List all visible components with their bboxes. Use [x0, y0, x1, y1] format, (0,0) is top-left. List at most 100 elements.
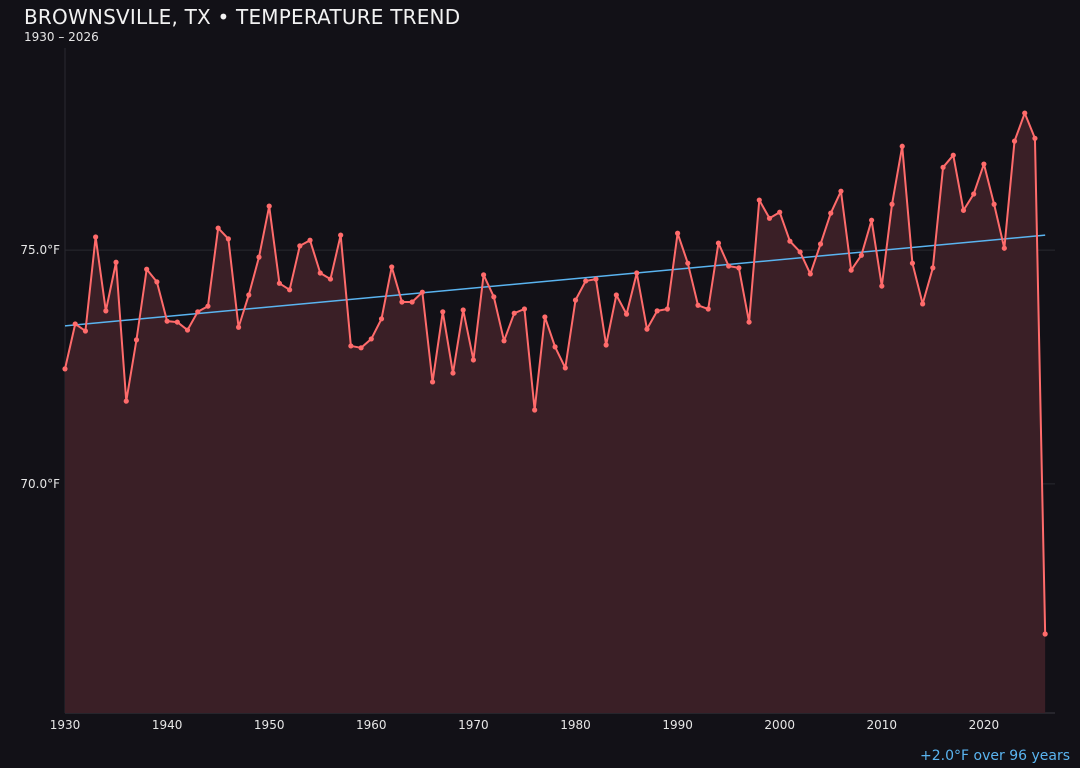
- data-point: [93, 234, 99, 240]
- data-point: [664, 306, 670, 312]
- y-tick-label: 75.0°F: [20, 243, 60, 257]
- data-point: [327, 276, 334, 282]
- data-point: [389, 264, 395, 270]
- data-point: [154, 279, 160, 285]
- data-point: [297, 243, 303, 249]
- data-point: [235, 324, 242, 330]
- data-point: [879, 283, 885, 289]
- data-point: [164, 318, 170, 324]
- data-point: [715, 240, 722, 246]
- x-tick-label: 1990: [662, 718, 693, 732]
- data-point: [817, 241, 824, 247]
- data-point: [1001, 245, 1007, 251]
- data-point: [613, 292, 619, 298]
- data-point: [930, 265, 936, 271]
- x-tick-label: 1950: [254, 718, 285, 732]
- data-point: [971, 191, 977, 197]
- data-point: [695, 302, 701, 308]
- data-point: [572, 297, 579, 303]
- data-point: [419, 289, 425, 295]
- data-point: [440, 309, 446, 315]
- data-point: [787, 238, 793, 244]
- data-point: [174, 319, 180, 325]
- data-point: [338, 232, 344, 238]
- data-point: [491, 294, 497, 300]
- data-point: [225, 236, 231, 242]
- chart-subtitle: 1930 – 2026: [24, 30, 99, 44]
- data-point: [82, 328, 89, 334]
- x-tick-label: 2020: [969, 718, 1000, 732]
- data-point: [562, 365, 568, 371]
- data-point: [766, 215, 773, 221]
- data-point: [532, 407, 538, 413]
- data-point: [991, 201, 997, 207]
- data-point: [72, 321, 78, 327]
- data-point: [470, 357, 476, 363]
- data-point: [266, 203, 272, 209]
- data-point: [276, 280, 283, 286]
- data-point: [1022, 110, 1028, 116]
- data-point: [807, 271, 813, 277]
- data-point: [583, 278, 589, 284]
- data-point: [644, 326, 650, 332]
- trend-line: [64, 234, 1046, 327]
- data-point: [399, 299, 405, 305]
- data-point: [511, 310, 517, 316]
- data-point: [654, 308, 660, 314]
- data-point: [460, 307, 466, 313]
- data-point: [593, 276, 599, 282]
- data-point: [909, 260, 916, 266]
- area-fill: [65, 113, 1046, 713]
- x-tick-label: 1930: [50, 718, 81, 732]
- data-point: [542, 314, 548, 320]
- data-point: [205, 303, 211, 309]
- data-point: [981, 161, 987, 167]
- data-point: [358, 345, 364, 351]
- chart-title: BROWNSVILLE, TX • TEMPERATURE TREND: [24, 5, 461, 29]
- data-point: [317, 270, 323, 276]
- data-point: [920, 301, 926, 307]
- data-point: [960, 207, 967, 213]
- data-point: [184, 327, 191, 333]
- data-point: [634, 270, 640, 276]
- data-point: [215, 225, 221, 231]
- data-point: [409, 299, 415, 305]
- data-point: [450, 370, 456, 376]
- data-point: [685, 260, 691, 266]
- data-point: [123, 398, 129, 404]
- data-point: [736, 265, 742, 271]
- data-point: [287, 287, 293, 293]
- data-point: [378, 316, 385, 322]
- data-point: [848, 267, 854, 273]
- y-tick-label: 70.0°F: [20, 477, 60, 491]
- data-point: [307, 237, 313, 243]
- data-point: [726, 263, 732, 269]
- data-point: [521, 306, 528, 312]
- data-point: [256, 254, 262, 260]
- x-tick-label: 1970: [458, 718, 489, 732]
- data-point: [62, 366, 68, 372]
- data-point: [501, 338, 507, 344]
- data-point: [777, 209, 783, 215]
- x-tick-label: 1960: [356, 718, 387, 732]
- data-point: [246, 292, 252, 298]
- x-tick-label: 1940: [152, 718, 183, 732]
- data-point: [1011, 138, 1018, 144]
- data-point: [481, 272, 487, 278]
- data-point: [746, 319, 752, 325]
- data-point: [797, 249, 803, 255]
- data-point: [1032, 135, 1038, 141]
- trend-annotation: +2.0°F over 96 years: [920, 748, 1070, 764]
- data-point: [368, 336, 374, 342]
- data-point: [133, 337, 140, 343]
- data-point: [899, 143, 905, 149]
- data-point: [950, 152, 956, 158]
- data-point: [195, 309, 201, 315]
- x-tick-label: 2010: [867, 718, 898, 732]
- data-point: [1042, 631, 1048, 637]
- data-point: [603, 342, 609, 348]
- data-point: [144, 266, 150, 272]
- data-point: [113, 259, 119, 265]
- data-point: [868, 217, 875, 223]
